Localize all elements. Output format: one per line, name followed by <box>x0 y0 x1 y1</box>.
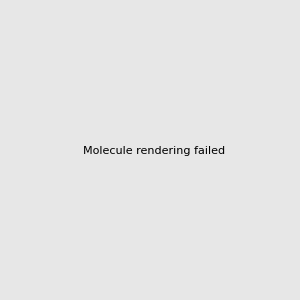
Text: Molecule rendering failed: Molecule rendering failed <box>83 146 225 157</box>
